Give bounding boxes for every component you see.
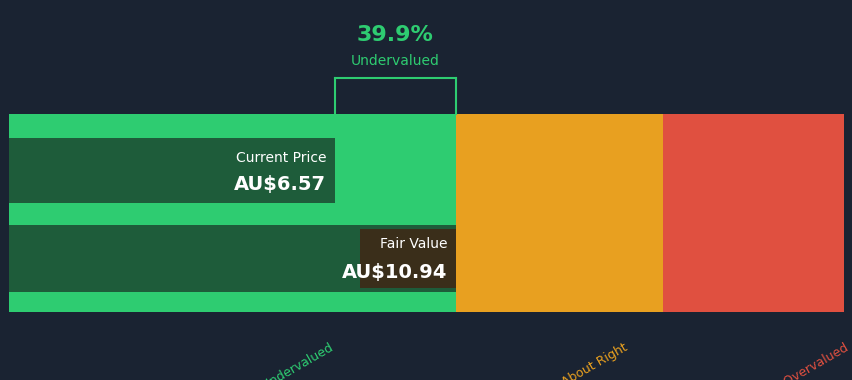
Bar [9,138,334,203]
Bar [9,292,455,312]
Bar [360,229,455,288]
Bar [455,203,662,225]
Text: About Right: About Right [559,341,629,380]
Bar [662,138,843,203]
Bar [9,114,455,138]
Bar [455,114,662,138]
Text: 20% Overvalued: 20% Overvalued [753,341,849,380]
Bar [662,292,843,312]
Text: Fair Value: Fair Value [379,238,446,252]
Bar [662,114,843,138]
Bar [455,225,662,292]
Bar [662,203,843,225]
Text: 39.9%: 39.9% [356,25,433,45]
Bar [9,138,455,203]
Bar [9,203,455,225]
Text: AU$6.57: AU$6.57 [234,175,325,194]
Text: 20% Undervalued: 20% Undervalued [232,341,335,380]
Bar [9,225,455,292]
Bar [9,225,455,292]
Text: Undervalued: Undervalued [350,54,439,68]
Bar [662,225,843,292]
Bar [455,138,662,203]
Text: AU$10.94: AU$10.94 [342,263,446,282]
Bar [455,292,662,312]
Text: Current Price: Current Price [235,152,325,165]
